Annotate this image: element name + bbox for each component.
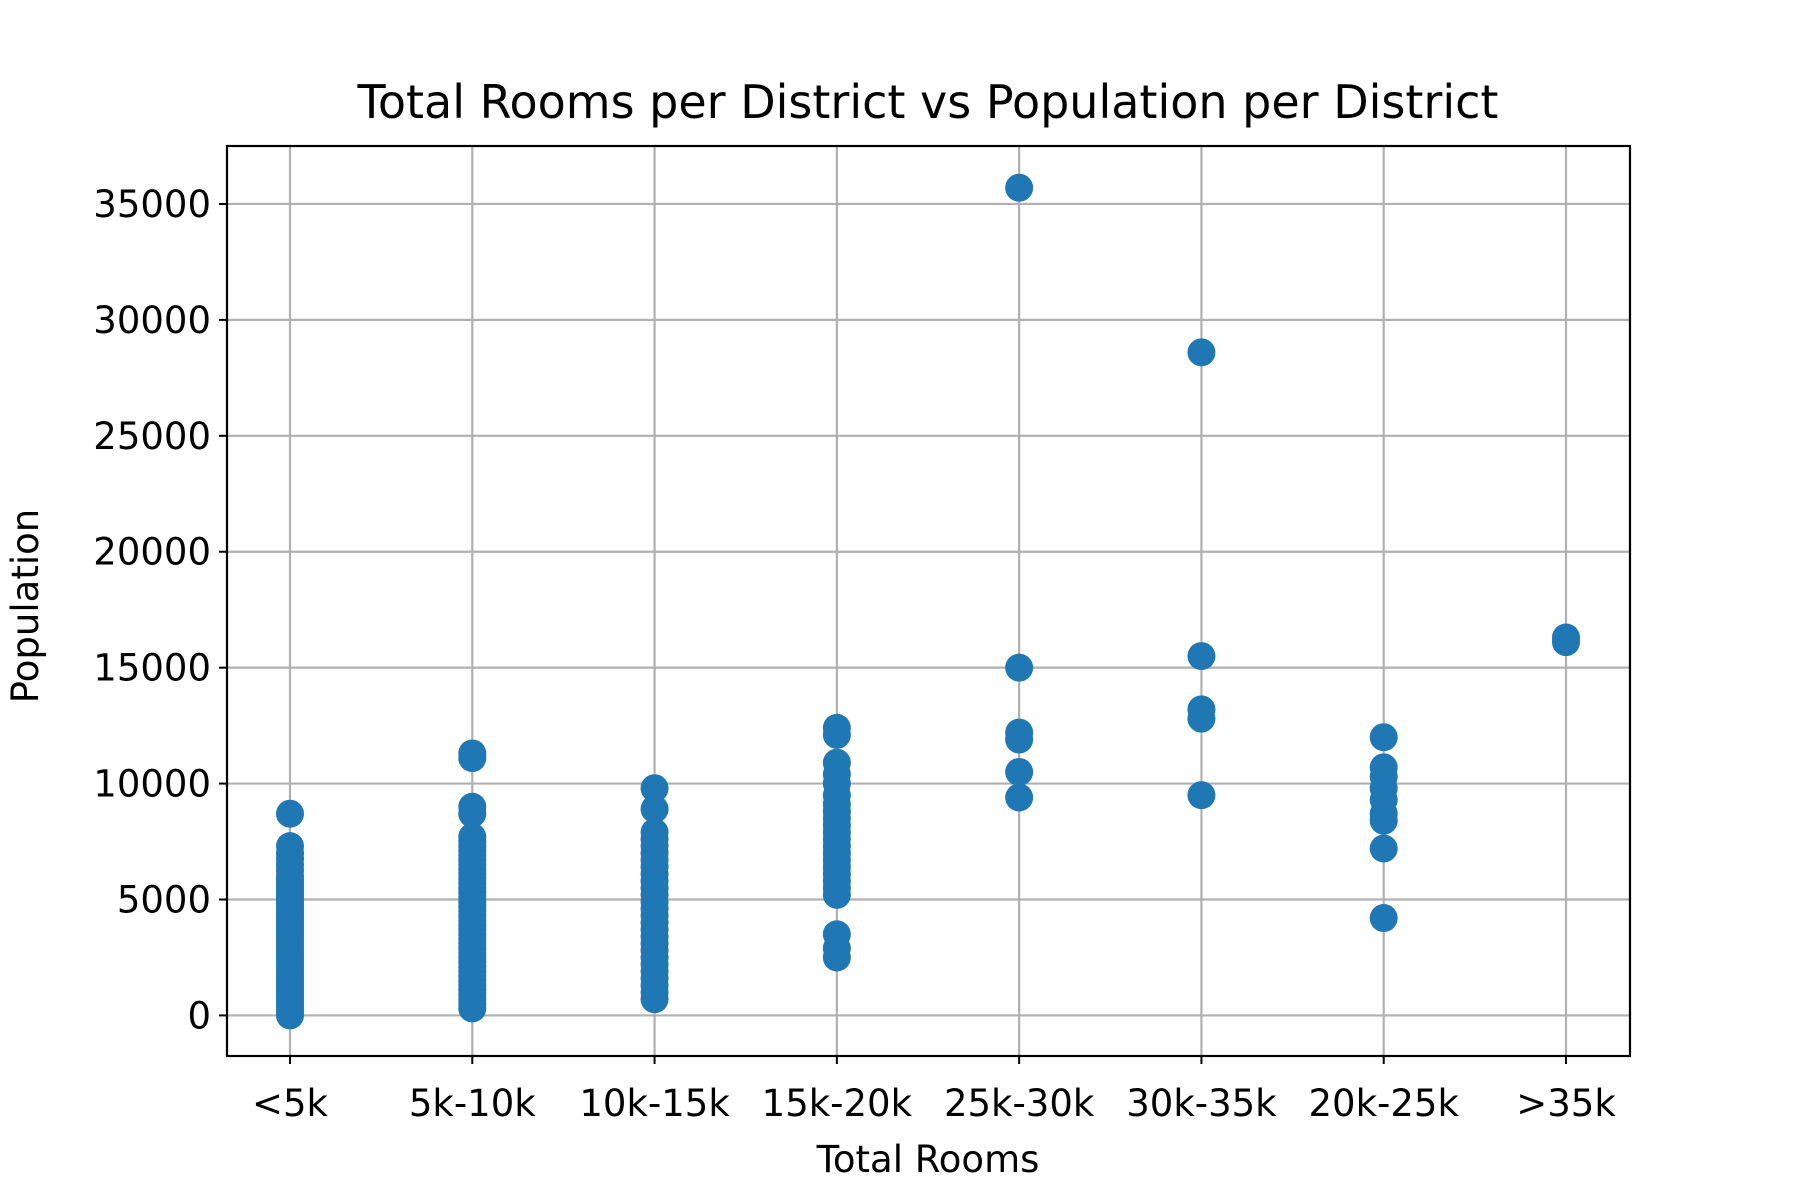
x-tick-label: 25k-30k [944,1082,1095,1125]
y-axis-label: Population [4,509,47,703]
x-tick-label: 10k-15k [579,1082,730,1125]
data-point [640,818,669,847]
data-point [822,920,851,949]
data-point [640,795,669,824]
data-point [458,822,487,851]
y-tick-label: 10000 [93,763,211,806]
data-point [1005,718,1034,747]
data-point [1005,757,1034,786]
data-point [1005,173,1034,202]
data-point [458,792,487,821]
data-point [1187,695,1216,724]
chart-title: Total Rooms per District vs Population p… [357,75,1499,129]
data-point [1369,904,1398,933]
x-tick-label: 5k-10k [409,1082,536,1125]
data-point [1187,338,1216,367]
y-tick-label: 25000 [93,415,211,458]
data-point [1187,642,1216,671]
y-tick-label: 35000 [93,183,211,226]
data-point [1005,783,1034,812]
data-point [822,748,851,777]
y-tick-label: 30000 [93,299,211,342]
y-tick-label: 0 [187,994,211,1037]
data-point [458,739,487,768]
y-tick-label: 20000 [93,531,211,574]
x-tick-label: >35k [1516,1082,1616,1125]
grid-lines [227,146,1630,1056]
axis-ticks: <5k 5k-10k 10k-15k 15k-20k 25k-30k 30k-35k 20k… [93,183,1616,1125]
data-point [276,799,304,828]
data-point [822,713,851,742]
y-tick-label: 15000 [93,647,211,690]
x-tick-label: 15k-20k [762,1082,913,1125]
x-axis-label: Total Rooms [816,1138,1040,1181]
data-point [640,774,669,803]
y-tick-label: 5000 [117,879,211,922]
data-points [276,173,1580,1030]
data-point [1369,834,1398,863]
x-tick-label: <5k [252,1082,329,1125]
data-point [1369,753,1398,782]
data-point [1005,653,1034,682]
data-point [1369,723,1398,752]
data-point [276,832,304,861]
plot-frame [225,144,1632,1058]
data-point [1187,781,1216,810]
x-tick-label: 30k-35k [1126,1082,1277,1125]
x-tick-label: 20k-25k [1309,1082,1460,1125]
data-point [1552,623,1580,652]
